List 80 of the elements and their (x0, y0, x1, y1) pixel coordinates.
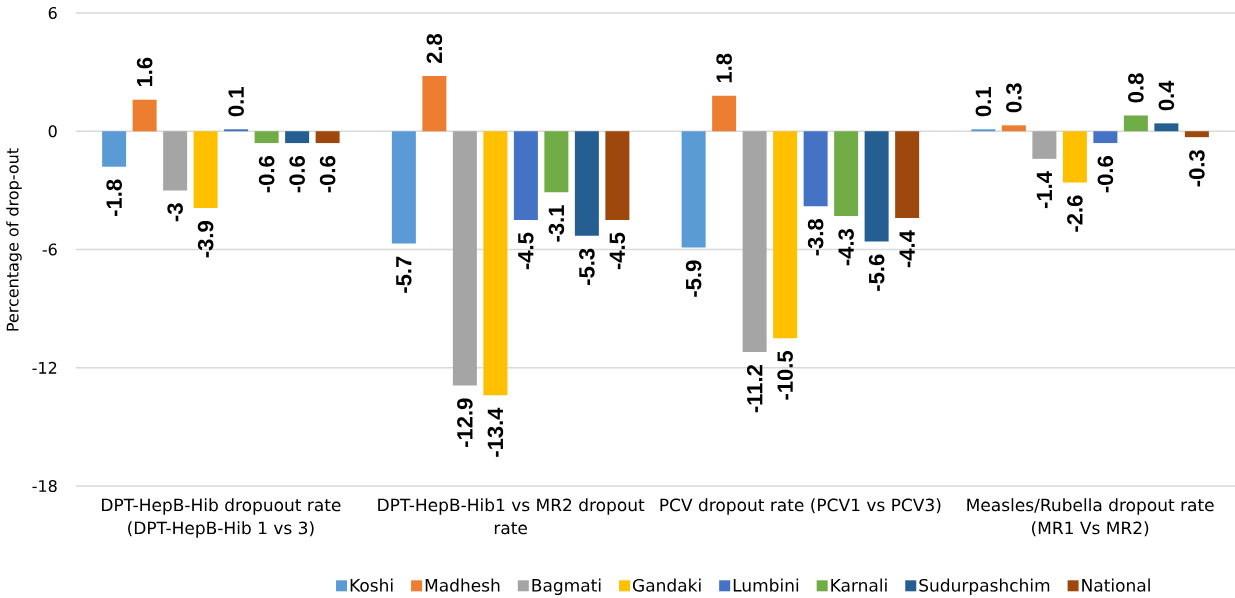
data-label: 0.1 (228, 87, 244, 117)
data-label: -5.6 (868, 254, 885, 291)
bar (544, 131, 569, 193)
y-tick-label: 0 (48, 125, 57, 138)
bar (102, 131, 127, 167)
data-label: -3 (167, 203, 183, 222)
y-tick-label: -18 (32, 479, 57, 493)
legend-label: Karnali (831, 578, 887, 592)
data-label: 0.1 (975, 87, 992, 117)
legend-label: Lumbini (733, 578, 799, 592)
bar (895, 131, 920, 218)
legend-label: Gandaki (632, 578, 701, 592)
y-axis-title: Percentage of drop-out (6, 148, 22, 331)
x-tick-label: PCV dropout rate (PCV1 vs PCV3) (660, 498, 941, 515)
data-label: -3.9 (197, 221, 214, 258)
bar (1062, 131, 1087, 183)
bar (1001, 125, 1026, 132)
data-label: -0.6 (1097, 156, 1114, 193)
bar (1032, 131, 1057, 159)
data-label: -4.3 (838, 228, 854, 266)
bar (163, 131, 188, 191)
data-label: -3.8 (807, 219, 824, 256)
bar (315, 131, 340, 144)
legend-label: National (1082, 578, 1150, 592)
data-label: -0.6 (319, 156, 336, 193)
bar (1123, 115, 1148, 132)
data-label: -11.2 (746, 365, 763, 413)
bar (803, 131, 828, 207)
data-label: -1.8 (106, 179, 122, 216)
data-label: 0.4 (1158, 80, 1175, 111)
data-label: -2.6 (1067, 195, 1083, 232)
data-label: 0.8 (1128, 73, 1144, 103)
data-label: -1.4 (1036, 171, 1052, 209)
data-label: -3.1 (548, 205, 565, 242)
bar (1184, 131, 1209, 138)
bar (132, 99, 157, 132)
data-label: -13.4 (487, 407, 504, 457)
data-label: 1.8 (716, 53, 732, 83)
data-label: -0.6 (289, 156, 305, 193)
data-label: -5.7 (396, 256, 412, 293)
bar (1093, 131, 1118, 144)
bar (864, 131, 889, 242)
bar (422, 76, 447, 132)
x-tick-label: Measles/Rubella dropout rate (MR1 Vs MR2) (967, 498, 1214, 537)
x-tick-label: DPT-HepB-Hib1 vs MR2 dropout rate (378, 498, 645, 535)
legend-label: Madhesh (425, 578, 500, 592)
data-label: -4.5 (518, 232, 534, 270)
bar (483, 131, 508, 396)
data-label: -10.5 (777, 351, 793, 400)
bar (712, 95, 737, 132)
legend-label: Bagmati (532, 578, 601, 596)
bar (773, 131, 798, 339)
bar (254, 131, 279, 144)
bar (391, 131, 416, 244)
legend-label: Koshi (350, 578, 393, 592)
y-tick-label: -12 (32, 361, 57, 374)
bar (513, 131, 538, 220)
data-label: 2.8 (426, 33, 443, 64)
bar (452, 131, 477, 386)
y-tick-label: 6 (48, 6, 57, 20)
bar (681, 131, 706, 248)
data-label: -4.4 (899, 230, 915, 268)
data-label: -5.9 (685, 260, 702, 297)
bar (834, 131, 859, 216)
bar (574, 131, 599, 236)
x-tick-label: DPT-HepB-Hib dropuout rate (DPT-HepB-Hib 1 vs 3) (102, 498, 341, 538)
data-label: -12.9 (457, 398, 473, 447)
bar (193, 131, 218, 209)
data-label: -4.5 (609, 232, 626, 270)
data-label: 0.3 (1006, 83, 1022, 113)
data-label: 1.6 (136, 57, 153, 87)
data-label: -0.3 (1189, 150, 1205, 187)
bar (285, 131, 310, 144)
bar (742, 131, 767, 352)
legend-label: Sudurpashchim (919, 578, 1050, 596)
bar (1154, 123, 1179, 132)
y-tick-label: -6 (42, 243, 57, 256)
bar (605, 131, 630, 220)
data-label: -5.3 (579, 248, 595, 285)
data-label: -0.6 (258, 156, 275, 193)
